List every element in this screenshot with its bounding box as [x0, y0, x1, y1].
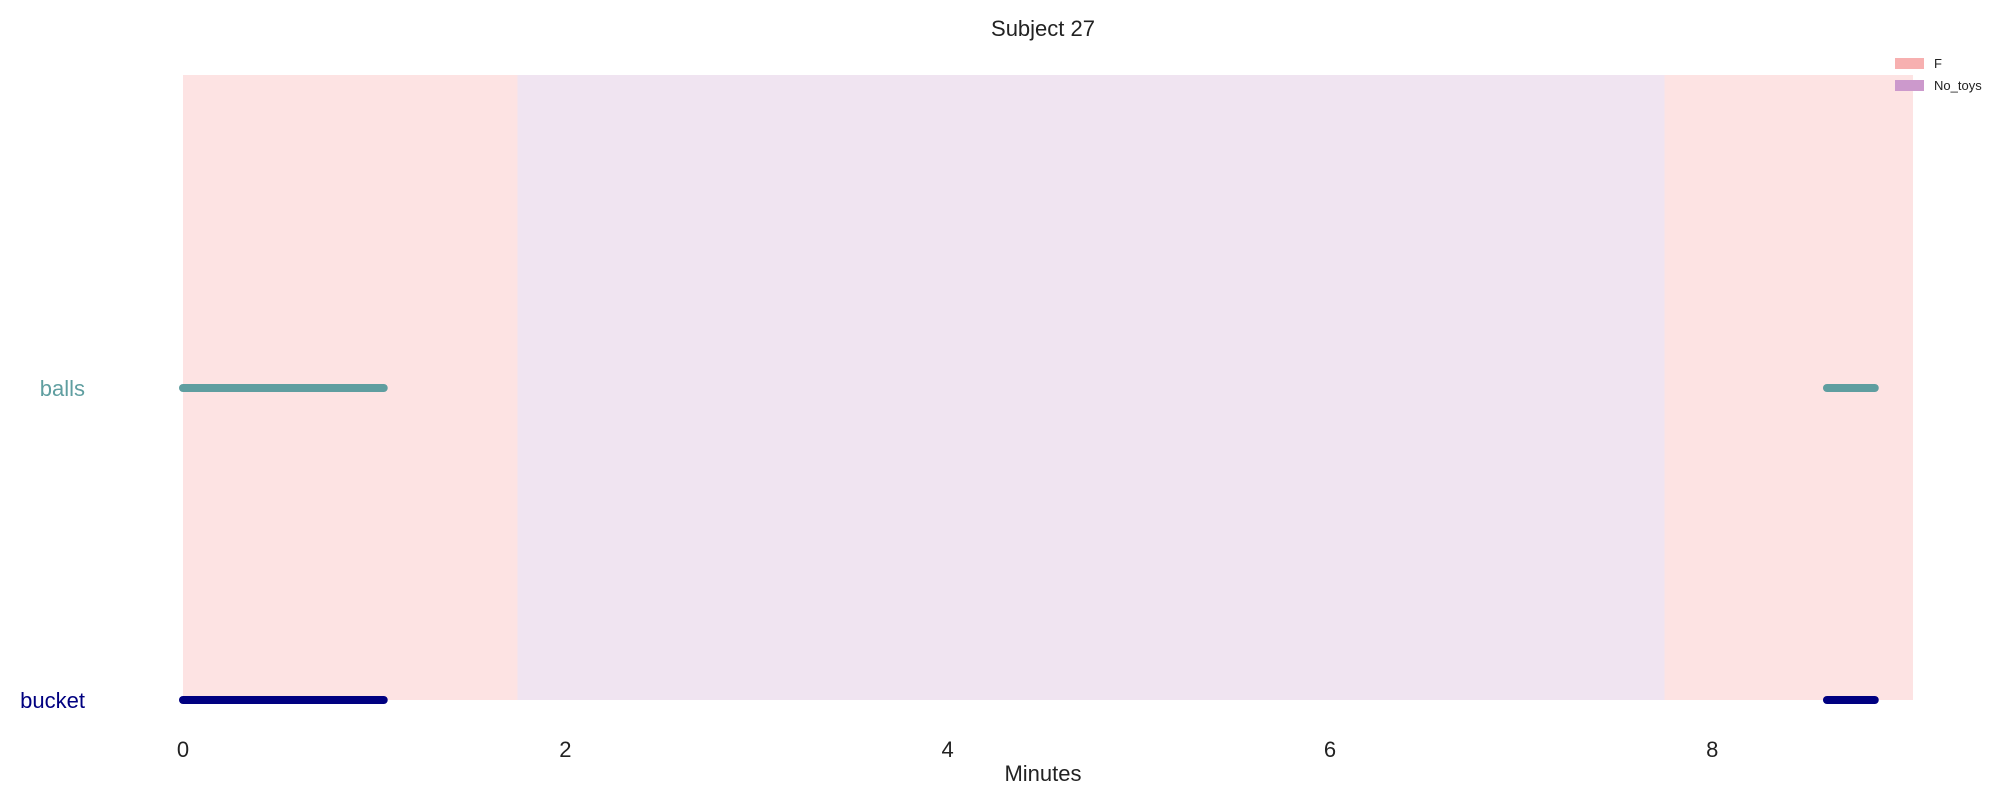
- x-tick-label: 6: [1324, 737, 1336, 762]
- behavior-segments: [179, 384, 1879, 704]
- background-periods: [183, 75, 1913, 700]
- legend-label-no-toys: No_toys: [1934, 78, 1982, 93]
- chart-title: Subject 27: [991, 16, 1095, 41]
- x-tick-label: 2: [559, 737, 571, 762]
- legend-swatch-f: [1895, 58, 1924, 69]
- legend: F No_toys: [1895, 56, 1982, 93]
- row-label-balls: balls: [40, 376, 85, 401]
- legend-label-f: F: [1934, 56, 1942, 71]
- row-label-bucket: bucket: [20, 688, 85, 713]
- background-period-no-toys: [517, 75, 1665, 700]
- row-labels: balls bucket: [20, 376, 85, 713]
- x-tick-label: 0: [177, 737, 189, 762]
- x-tick-label: 4: [942, 737, 954, 762]
- x-tick-labels: 0 2 4 6 8: [177, 737, 1719, 762]
- x-axis-label: Minutes: [1004, 761, 1081, 786]
- x-tick-label: 8: [1706, 737, 1718, 762]
- legend-swatch-no-toys: [1895, 80, 1924, 91]
